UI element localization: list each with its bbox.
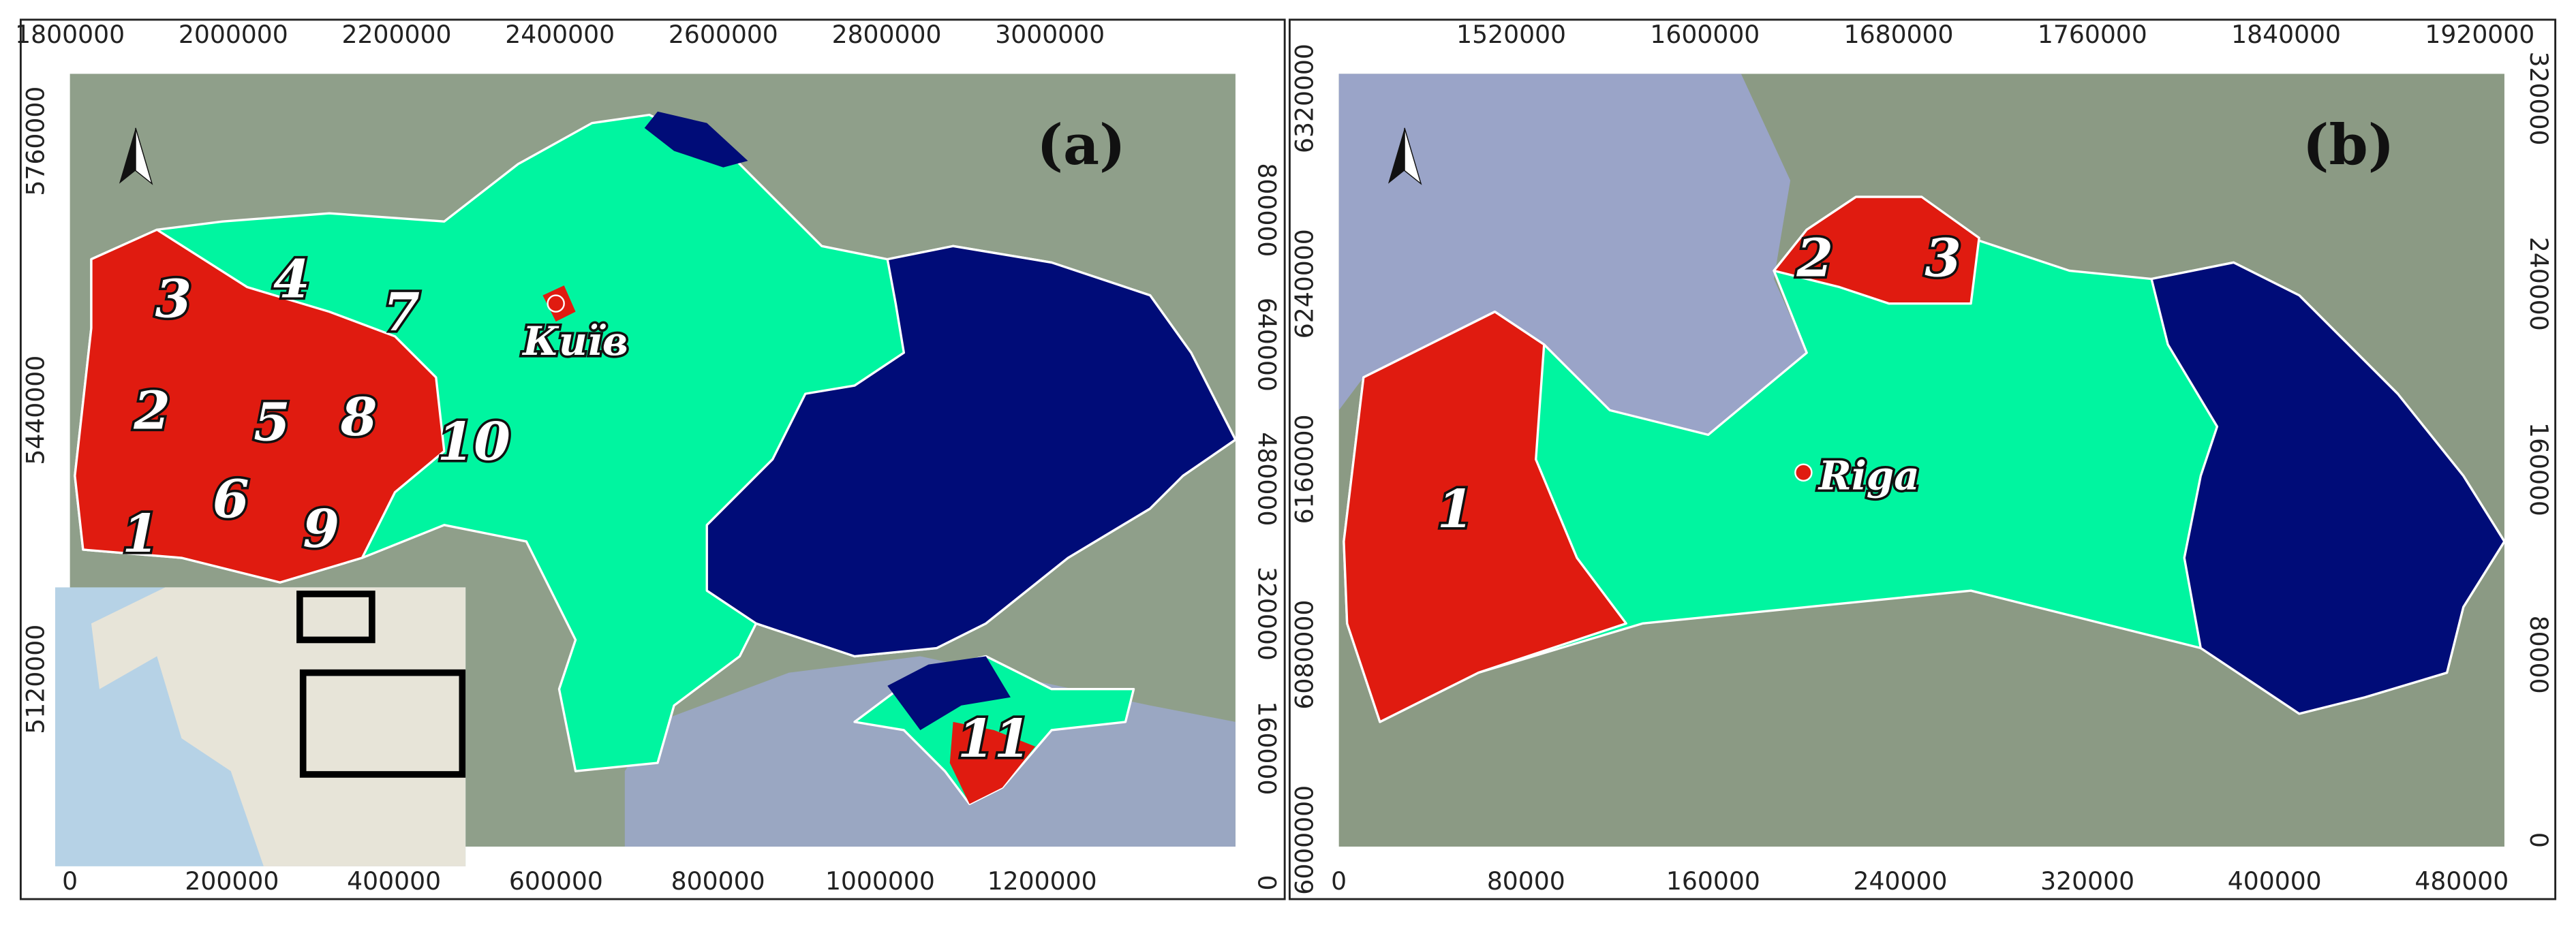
region-label: 7 (383, 282, 420, 343)
inset-box (296, 591, 375, 644)
tick-label: 0 (1252, 875, 1281, 890)
tick-label: 2400000 (505, 20, 615, 49)
region-label: 6 (213, 469, 249, 531)
tick-label: 6160000 (1289, 414, 1319, 524)
tick-label: 1680000 (1844, 20, 1954, 49)
tick-label: 160000 (1252, 701, 1281, 795)
region-label: 9 (303, 499, 339, 560)
city-marker (547, 294, 565, 313)
country-region (1773, 195, 1980, 305)
tick-label: 320000 (2524, 52, 2554, 146)
tick-label: 2000000 (179, 20, 288, 49)
country-region (949, 721, 1036, 804)
sea (1338, 74, 1807, 435)
tick-label: 600000 (509, 866, 603, 896)
tick-label: 1520000 (1456, 20, 1566, 49)
tick-label: 6000000 (1289, 785, 1319, 895)
region-label: 1 (122, 503, 159, 565)
tick-label: 400000 (2228, 866, 2322, 896)
region-label: 1 (1437, 479, 1474, 540)
tick-label: 200000 (185, 866, 279, 896)
region-label: 5 (254, 392, 290, 453)
region-label: 10 (438, 411, 510, 473)
tick-label: 6320000 (1289, 44, 1319, 153)
tick-label: 640000 (1252, 298, 1281, 392)
tick-label: 160000 (1666, 866, 1760, 896)
north-arrow (135, 127, 153, 185)
city-marker (1794, 463, 1813, 482)
tick-label: 800000 (1252, 163, 1281, 257)
tick-label: 160000 (2524, 422, 2554, 516)
country-region (1343, 310, 1627, 723)
tick-label: 400000 (347, 866, 441, 896)
tick-label: 80000 (1487, 866, 1565, 896)
tick-label: 240000 (2524, 237, 2554, 331)
panel-label: (a) (1037, 112, 1126, 178)
inset-land (91, 587, 466, 866)
tick-label: 480000 (1252, 432, 1281, 526)
region-label: 3 (1925, 227, 1961, 289)
country-region (2150, 261, 2506, 715)
tick-label: 800000 (671, 866, 765, 896)
tick-label: 6240000 (1289, 229, 1319, 339)
tick-label: 80000 (2524, 616, 2554, 694)
city-label: Київ (521, 318, 628, 364)
tick-label: 0 (1331, 866, 1347, 896)
north-arrow (1404, 127, 1422, 185)
north-arrow (119, 127, 136, 184)
tick-label: 1000000 (825, 866, 935, 896)
country-region (705, 245, 1237, 658)
tick-label: 1600000 (1650, 20, 1760, 49)
region-label: 11 (957, 708, 1030, 770)
tick-label: 240000 (1854, 866, 1948, 896)
country-region (74, 228, 446, 584)
tick-label: 6080000 (1289, 600, 1319, 710)
tick-label: 1800000 (15, 20, 125, 49)
tick-label: 320000 (2040, 866, 2134, 896)
region-label: 2 (1796, 227, 1833, 289)
tick-label: 2200000 (342, 20, 452, 49)
country-region (887, 656, 1011, 730)
region-label: 2 (133, 380, 170, 441)
tick-label: 0 (62, 866, 78, 896)
tick-label: 1920000 (2425, 20, 2534, 49)
tick-label: 5440000 (20, 356, 50, 465)
panel-label: (b) (2303, 112, 2395, 178)
tick-label: 5120000 (20, 625, 50, 734)
region-label: 4 (273, 249, 310, 311)
region-label: 8 (340, 387, 378, 448)
tick-label: 5760000 (20, 87, 50, 196)
inset-box (299, 669, 466, 778)
tick-label: 0 (2524, 832, 2554, 848)
tick-label: 1200000 (987, 866, 1097, 896)
country-region (644, 111, 748, 168)
tick-label: 2600000 (669, 20, 778, 49)
tick-label: 320000 (1252, 567, 1281, 661)
tick-label: 480000 (2414, 866, 2509, 896)
region-label: 3 (155, 269, 192, 330)
tick-label: 1840000 (2231, 20, 2341, 49)
tick-label: 2800000 (832, 20, 942, 49)
city-label: Riga (1818, 452, 1920, 499)
tick-label: 3000000 (995, 20, 1105, 49)
tick-label: 1760000 (2038, 20, 2147, 49)
